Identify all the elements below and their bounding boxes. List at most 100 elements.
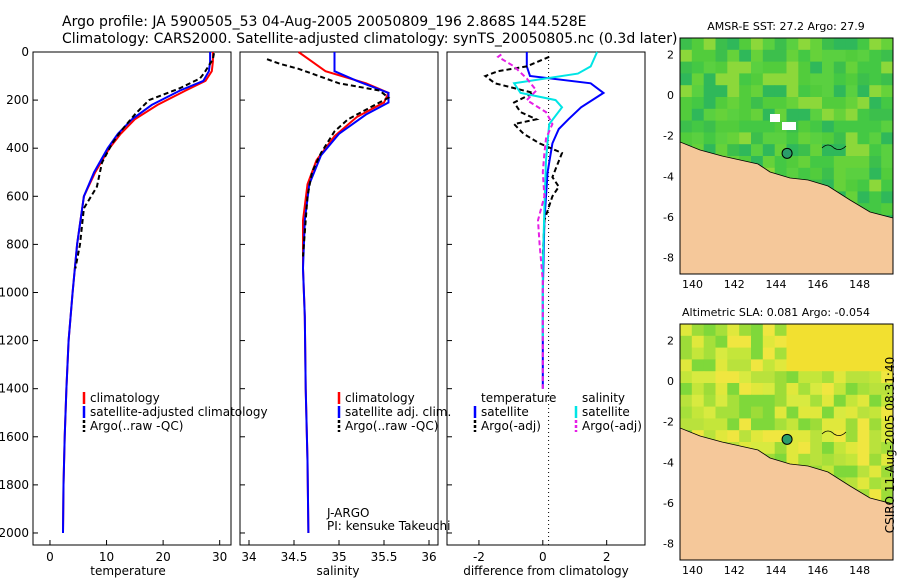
difference-xlabel: difference from climatology bbox=[463, 564, 629, 578]
header-line-2: Climatology: CARS2000. Satellite-adjuste… bbox=[62, 31, 677, 47]
map-cell bbox=[798, 394, 811, 408]
map-cell bbox=[822, 406, 835, 419]
map-cell bbox=[786, 394, 799, 408]
map-cell bbox=[833, 453, 847, 467]
island-outline bbox=[821, 430, 847, 436]
map-cell bbox=[715, 61, 728, 74]
map-cell bbox=[810, 167, 823, 181]
map-cell bbox=[869, 477, 882, 490]
y-tick-label: 1200 bbox=[0, 334, 29, 348]
map-cell bbox=[762, 394, 776, 408]
argo-position-marker bbox=[781, 433, 793, 445]
sla-map-title: Altimetric SLA: 0.081 Argo: -0.054 bbox=[682, 306, 870, 319]
map-cell bbox=[810, 324, 823, 337]
map-cell bbox=[822, 38, 835, 51]
map-cell bbox=[857, 324, 870, 337]
map-cell bbox=[739, 430, 752, 443]
land-mass bbox=[680, 427, 893, 560]
map-cell bbox=[751, 371, 764, 384]
map-cell bbox=[691, 120, 705, 133]
missing-data-patch bbox=[770, 114, 780, 122]
map-cell bbox=[857, 406, 870, 419]
side-timestamp: CSIRO 11-Aug-2005 08:31:40 bbox=[883, 357, 897, 533]
map-cell bbox=[833, 49, 847, 63]
map-cell bbox=[774, 347, 788, 360]
map-cell bbox=[798, 347, 811, 360]
map-cell bbox=[703, 38, 717, 51]
map-cell bbox=[822, 359, 835, 372]
legend-title-temperature: temperature bbox=[481, 391, 556, 405]
map-cell bbox=[857, 371, 870, 384]
map-cell bbox=[691, 335, 705, 349]
header-line-1: Argo profile: JA 5900505_53 04-Aug-2005 … bbox=[62, 14, 587, 30]
map-cell bbox=[869, 73, 882, 86]
map-cell bbox=[881, 38, 893, 51]
map-cell bbox=[845, 156, 859, 169]
map-cell bbox=[691, 108, 705, 122]
map-y-tick-label: -2 bbox=[663, 416, 674, 429]
map-cell bbox=[762, 61, 776, 74]
map-cell bbox=[739, 97, 752, 110]
map-cell bbox=[869, 191, 882, 204]
legend-label: satellite bbox=[481, 405, 529, 419]
map-cell bbox=[845, 97, 859, 110]
map-cell bbox=[774, 156, 788, 169]
map-cell bbox=[833, 38, 847, 51]
sst-map-title: AMSR-E SST: 27.2 Argo: 27.9 bbox=[707, 20, 865, 33]
map-cell bbox=[857, 108, 870, 122]
map-cell bbox=[881, 85, 893, 98]
map-cell bbox=[751, 61, 764, 74]
map-cell bbox=[810, 132, 823, 145]
map-cell bbox=[691, 359, 705, 372]
map-cell bbox=[845, 38, 859, 51]
map-cell bbox=[751, 335, 764, 349]
map-cell bbox=[833, 156, 847, 169]
map-cell bbox=[727, 85, 740, 98]
map-cell bbox=[774, 359, 788, 372]
map-cell bbox=[786, 324, 799, 337]
map-cell bbox=[869, 418, 882, 431]
map-cell bbox=[798, 108, 811, 122]
map-cell bbox=[691, 406, 705, 419]
map-cell bbox=[869, 97, 882, 110]
missing-data-patch bbox=[782, 122, 796, 130]
map-cell bbox=[680, 97, 693, 110]
map-cell bbox=[833, 394, 847, 408]
map-cell bbox=[869, 430, 882, 443]
map-cell bbox=[869, 167, 882, 181]
map-cell bbox=[869, 453, 882, 467]
map-cell bbox=[691, 73, 705, 86]
map-cell bbox=[680, 347, 693, 360]
map-cell bbox=[727, 383, 740, 396]
map-cell bbox=[703, 394, 717, 408]
map-cell bbox=[822, 371, 835, 384]
map-cell bbox=[774, 418, 788, 431]
map-cell bbox=[786, 359, 799, 372]
map-cell bbox=[798, 97, 811, 110]
map-cell bbox=[845, 406, 859, 419]
map-cell bbox=[680, 324, 693, 337]
map-cell bbox=[798, 61, 811, 74]
map-cell bbox=[727, 97, 740, 110]
map-cell bbox=[822, 383, 835, 396]
map-cell bbox=[798, 359, 811, 372]
map-cell bbox=[881, 477, 893, 490]
map-cell bbox=[727, 73, 740, 86]
map-cell bbox=[822, 61, 835, 74]
map-cell bbox=[739, 359, 752, 372]
map-cell bbox=[786, 347, 799, 360]
series-line bbox=[301, 52, 390, 534]
map-cell bbox=[786, 85, 799, 98]
map-cell bbox=[715, 430, 728, 443]
tick-layer: 0 10 20 30020040060080010001200140016001800… bbox=[0, 45, 870, 577]
map-cell bbox=[881, 120, 893, 133]
map-cell bbox=[727, 132, 740, 145]
map-cell bbox=[822, 108, 835, 122]
map-cell bbox=[845, 383, 859, 396]
legend-label: Argo(..raw -QC) bbox=[345, 419, 438, 433]
map-cell bbox=[869, 120, 882, 133]
map-cell bbox=[691, 97, 705, 110]
map-cell bbox=[845, 442, 859, 455]
map-cell bbox=[739, 324, 752, 337]
map-cell bbox=[869, 324, 882, 337]
